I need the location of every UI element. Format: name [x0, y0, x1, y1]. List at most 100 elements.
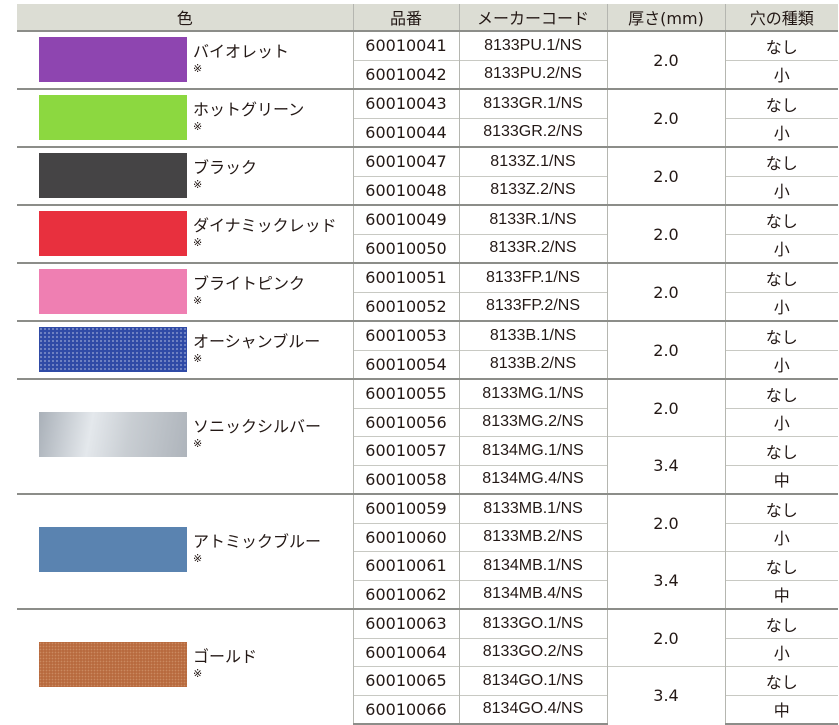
- table-row: バイオレット ※ 60010041 8133PU.1/NS 2.0 なし: [17, 30, 838, 89]
- table-row: 60010062 8134MB.4/NS 中: [17, 579, 838, 609]
- color-swatch: [39, 152, 187, 198]
- color-name: バイオレット: [193, 41, 290, 61]
- hole-type: なし: [724, 262, 838, 292]
- table-row: 60010058 8134MG.4/NS 中: [17, 464, 838, 494]
- maker-code: 8134MG.1/NS: [458, 436, 607, 465]
- hole-type: なし: [724, 204, 838, 234]
- maker-code: 8133Z.2/NS: [458, 175, 607, 205]
- table-row: 60010050 8133R.2/NS 小: [17, 233, 838, 263]
- table-row: 60010064 8133GO.2/NS 小: [17, 637, 838, 667]
- reference-mark: ※: [193, 351, 203, 365]
- product-code: 60010052: [352, 291, 459, 321]
- header-row: 色 品番 メーカーコード 厚さ(mm) 穴の種類: [17, 4, 838, 32]
- product-code: 60010047: [352, 146, 459, 176]
- color-cell: ダイナミックレッド ※: [17, 204, 353, 263]
- hole-type: 小: [724, 522, 838, 552]
- color-name: オーシャンブルー: [193, 331, 321, 351]
- maker-code: 8133MB.1/NS: [458, 493, 607, 523]
- hole-type: 小: [724, 175, 838, 205]
- product-code: 60010064: [352, 637, 459, 667]
- color-cell: オーシャンブルー ※: [17, 320, 353, 379]
- thickness: 2.0: [606, 30, 725, 89]
- product-code: 60010049: [352, 204, 459, 234]
- hole-type: 小: [724, 349, 838, 379]
- color-cell: ブラック ※: [17, 146, 353, 205]
- maker-code: 8133MG.1/NS: [458, 378, 607, 408]
- reference-mark: ※: [193, 61, 203, 75]
- color-swatch: [39, 642, 187, 688]
- product-code: 60010042: [352, 59, 459, 89]
- thickness: 2.0: [606, 378, 725, 437]
- table-row: アトミックブルー ※ 60010059 8133MB.1/NS 2.0 なし: [17, 493, 838, 609]
- product-table: 色 品番 メーカーコード 厚さ(mm) 穴の種類 バイオレット ※ 60010041…: [17, 4, 838, 725]
- maker-code: 8133MB.2/NS: [458, 522, 607, 552]
- table-row: 60010052 8133FP.2/NS 小: [17, 291, 838, 321]
- table-row: ダイナミックレッド ※ 60010049 8133R.1/NS 2.0 なし: [17, 204, 838, 263]
- hole-type: 小: [724, 117, 838, 147]
- hole-type: なし: [724, 608, 838, 638]
- maker-code: 8133B.1/NS: [458, 320, 607, 350]
- table-row: 60010054 8133B.2/NS 小: [17, 349, 838, 379]
- color-name: アトミックブルー: [193, 532, 322, 552]
- maker-code: 8133Z.1/NS: [458, 146, 607, 176]
- product-code: 60010065: [352, 666, 459, 695]
- color-swatch: [39, 36, 187, 82]
- maker-code: 8133MG.2/NS: [458, 407, 607, 437]
- thickness: 2.0: [606, 88, 725, 147]
- product-code: 60010044: [352, 117, 459, 147]
- reference-mark: ※: [193, 667, 203, 681]
- table-row: ブラック ※ 60010047 8133Z.1/NS 2.0 なし: [17, 146, 838, 205]
- table-row: ブライトピンク ※ 60010051 8133FP.1/NS 2.0 なし: [17, 262, 838, 321]
- table-row: 60010044 8133GR.2/NS 小: [17, 117, 838, 147]
- table-row: 60010056 8133MG.2/NS 小: [17, 407, 838, 437]
- maker-code: 8133GR.2/NS: [458, 117, 607, 147]
- hole-type: 小: [724, 637, 838, 667]
- product-code: 60010063: [352, 608, 459, 638]
- maker-code: 8134MG.4/NS: [458, 464, 607, 494]
- table-row: オーシャンブルー ※ 60010053 8133B.1/NS 2.0 なし: [17, 320, 838, 379]
- thickness: 2.0: [606, 204, 725, 263]
- maker-code: 8133B.2/NS: [458, 349, 607, 379]
- table-row: 60010048 8133Z.2/NS 小: [17, 175, 838, 205]
- product-code: 60010041: [352, 30, 459, 60]
- hole-type: なし: [724, 320, 838, 350]
- color-cell: ブライトピンク ※: [17, 262, 353, 321]
- reference-mark: ※: [193, 177, 203, 191]
- header-color: 色: [17, 4, 353, 32]
- product-code: 60010060: [352, 522, 459, 552]
- thickness: 3.4: [606, 666, 725, 724]
- maker-code: 8133PU.1/NS: [458, 30, 607, 60]
- table-row: ホットグリーン ※ 60010043 8133GR.1/NS 2.0 なし: [17, 88, 838, 147]
- hole-type: なし: [724, 493, 838, 523]
- maker-code: 8134MB.1/NS: [458, 551, 607, 580]
- thickness: 2.0: [606, 146, 725, 205]
- header-maker-code: メーカーコード: [458, 4, 607, 32]
- table-row: ゴールド ※ 60010063 8133GO.1/NS 2.0 なし: [17, 608, 838, 724]
- maker-code: 8133GR.1/NS: [458, 88, 607, 118]
- hole-type: なし: [724, 146, 838, 176]
- table-row: ソニックシルバー ※ 60010055 8133MG.1/NS 2.0 なし: [17, 378, 838, 494]
- maker-code: 8133GO.2/NS: [458, 637, 607, 667]
- table-row: 60010061 8134MB.1/NS 3.4 なし: [17, 551, 838, 609]
- hole-type: 小: [724, 291, 838, 321]
- color-name: ダイナミックレッド: [193, 215, 337, 235]
- product-code: 60010057: [352, 436, 459, 465]
- reference-mark: ※: [193, 552, 203, 566]
- product-code: 60010054: [352, 349, 459, 379]
- reference-mark: ※: [193, 235, 203, 249]
- hole-type: 中: [724, 464, 838, 494]
- product-code: 60010050: [352, 233, 459, 263]
- color-cell: アトミックブルー ※: [17, 493, 353, 609]
- thickness: 2.0: [606, 262, 725, 321]
- table-row: 60010060 8133MB.2/NS 小: [17, 522, 838, 552]
- reference-mark: ※: [193, 437, 203, 451]
- reference-mark: ※: [193, 119, 203, 133]
- color-swatch: [39, 326, 187, 372]
- hole-type: なし: [724, 551, 838, 580]
- color-cell: ゴールド ※: [17, 608, 353, 724]
- hole-type: 中: [724, 694, 838, 725]
- color-name: ソニックシルバー: [193, 417, 322, 437]
- maker-code: 8134MB.4/NS: [458, 579, 607, 609]
- header-hole-type: 穴の種類: [724, 4, 838, 32]
- maker-code: 8133R.1/NS: [458, 204, 607, 234]
